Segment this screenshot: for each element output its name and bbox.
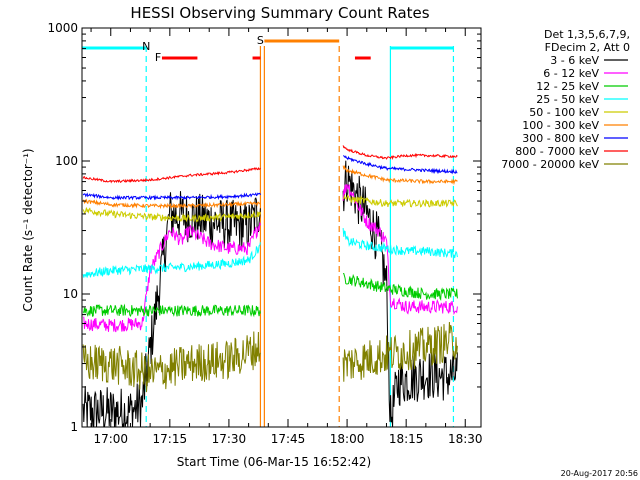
series-line [343,273,458,302]
series-line [342,321,458,382]
flag-marker-label: S [257,34,264,47]
series-line [82,192,261,201]
x-tick-label: 18:15 [389,432,424,446]
legend-entry-label: 6 - 12 keV [543,67,599,80]
series-line [83,222,261,333]
series-line [82,303,261,318]
x-tick-label: 17:30 [212,432,247,446]
legend-entry-label: 100 - 300 keV [522,119,599,132]
y-tick-label: 10 [63,287,78,301]
flag-marker-label: F [155,51,161,64]
x-tick-label: 17:45 [271,432,306,446]
legend-entry-label: 3 - 6 keV [550,54,599,67]
axes: 1 10 100 1000 17:00 17:15 17:30 17:45 18:00 18:15… [47,21,482,446]
x-tick-label: 17:15 [153,432,188,446]
legend-entry-label: 7000 - 20000 keV [501,158,599,171]
x-tick-label: 18:30 [448,432,483,446]
series-line [342,164,458,186]
legend-header: FDecim 2, Att 0 [545,41,630,54]
series-line [342,228,458,259]
legend-entry-label: 50 - 100 keV [529,106,599,119]
legend: Det 1,3,5,6,7,9,FDecim 2, Att 03 - 6 keV… [501,28,630,171]
x-tick-label: 18:00 [330,432,365,446]
legend-entry-label: 12 - 25 keV [536,80,599,93]
series-line [82,331,261,393]
y-tick-label: 1000 [47,21,78,35]
series-line [342,184,458,316]
legend-entry-label: 300 - 800 keV [522,132,599,145]
series-line [342,145,458,160]
flag-marker-label: N [142,40,150,53]
legend-entry-label: 800 - 7000 keV [515,145,599,158]
legend-header: Det 1,3,5,6,7,9, [544,28,630,41]
series-line [82,191,261,428]
series-line [82,167,261,184]
plot-frame [81,27,482,428]
y-tick-label: 1 [70,420,78,434]
chart-title: HESSI Observing Summary Count Rates [130,4,429,22]
series-line [82,242,261,278]
legend-entry-label: 25 - 50 keV [536,93,599,106]
x-tick-label: 17:00 [93,432,128,446]
x-axis-label: Start Time (06-Mar-15 16:52:42) [177,455,371,469]
footer-timestamp: 20-Aug-2017 20:56 [561,469,638,478]
series-line [82,207,261,223]
series-line [82,198,261,210]
y-tick-label: 100 [55,154,78,168]
series-line [343,155,458,175]
series-line [342,193,458,208]
y-axis-label: Count Rate (s⁻¹ detector⁻¹) [21,148,35,311]
plot-area: NF S [82,34,458,428]
